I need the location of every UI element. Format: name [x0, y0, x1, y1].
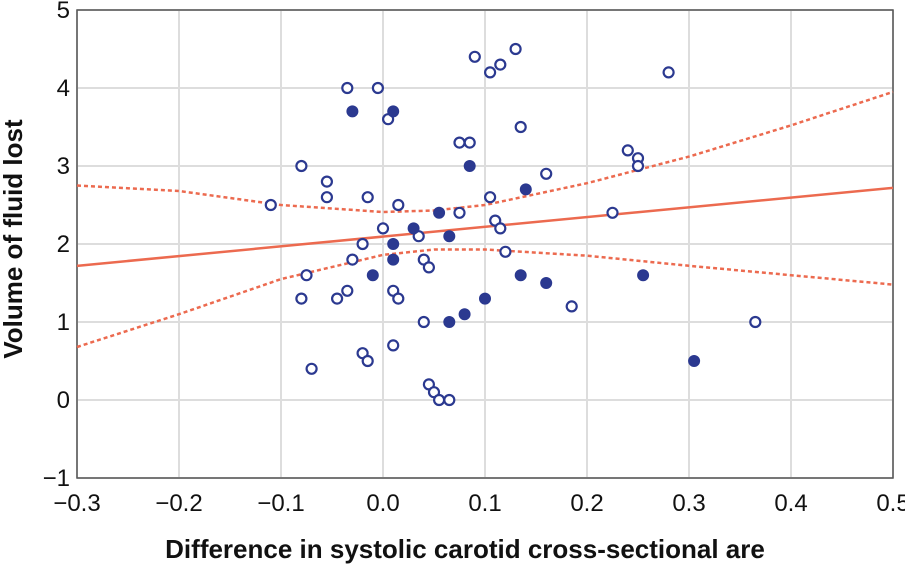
data-points	[264, 42, 762, 407]
data-point-open	[264, 198, 277, 212]
regression-line	[76, 186, 894, 268]
data-point-open	[443, 393, 456, 407]
x-tick-label: −0.2	[155, 490, 202, 517]
data-point-filled	[637, 269, 650, 282]
x-axis-label: Difference in systolic carotid cross-sec…	[165, 534, 765, 564]
confidence-band-upper	[76, 90, 894, 214]
y-tick-label: 3	[57, 153, 70, 180]
data-point-filled	[366, 269, 379, 282]
data-point-open	[509, 42, 522, 56]
y-tick-labels: −1 0 1 2 3 4 5	[43, 0, 70, 492]
data-point-filled	[346, 105, 359, 118]
data-point-open	[320, 191, 333, 204]
y-tick-label: 2	[57, 231, 70, 258]
data-point-open	[341, 81, 354, 95]
data-point-open	[453, 206, 466, 219]
data-point-open	[376, 222, 390, 235]
data-point-open	[540, 167, 553, 180]
data-point-filled	[443, 316, 456, 328]
data-point-open	[433, 393, 446, 407]
confidence-band	[76, 90, 894, 349]
data-point-filled	[443, 230, 456, 243]
data-point-open	[361, 354, 374, 368]
data-point-open	[320, 175, 333, 188]
data-point-open	[361, 191, 374, 204]
x-tick-label: 0.4	[774, 490, 807, 517]
data-point-open	[606, 206, 619, 219]
data-point-open	[749, 315, 762, 329]
x-tick-label: 0.2	[570, 490, 603, 517]
x-tick-label: 0.0	[366, 490, 399, 517]
y-tick-label: 4	[57, 75, 70, 102]
y-tick-label: −1	[43, 465, 70, 492]
data-point-open	[346, 253, 359, 266]
data-point-open	[392, 198, 405, 212]
data-point-filled	[514, 269, 527, 282]
data-point-open	[621, 144, 634, 157]
y-tick-label: 1	[57, 309, 70, 336]
data-point-open	[453, 136, 466, 149]
data-point-open	[356, 237, 369, 251]
data-point-open	[662, 66, 675, 79]
y-tick-label: 0	[57, 387, 70, 414]
data-point-filled	[479, 292, 491, 305]
data-point-filled	[540, 277, 553, 289]
data-point-open	[305, 362, 318, 375]
data-point-open	[300, 269, 313, 282]
data-point-filled	[387, 238, 400, 250]
regression-line-group	[76, 186, 894, 268]
data-point-open	[631, 159, 645, 173]
data-point-filled	[387, 105, 400, 118]
data-point-open	[484, 66, 497, 79]
data-point-filled	[519, 183, 532, 196]
data-point-open	[494, 222, 507, 235]
data-point-open	[341, 284, 354, 297]
data-point-open	[514, 120, 527, 134]
data-point-filled	[458, 308, 471, 321]
data-point-filled	[433, 206, 446, 219]
data-point-filled	[463, 160, 476, 172]
x-tick-label: −0.3	[53, 490, 100, 517]
data-point-open	[499, 245, 512, 258]
data-point-open	[371, 81, 384, 95]
data-point-open	[565, 300, 578, 313]
confidence-band-lower	[76, 248, 894, 349]
data-point-open	[422, 261, 435, 274]
data-point-open	[331, 292, 344, 305]
data-point-open	[295, 159, 308, 173]
data-point-filled	[407, 222, 420, 235]
grid-lines	[76, 9, 894, 479]
plot-area-frame	[76, 9, 894, 479]
y-axis-label: Volume of fluid lost	[0, 119, 28, 359]
x-tick-label: 0.1	[468, 490, 501, 517]
data-point-open	[463, 136, 476, 149]
x-tick-label: 0.3	[672, 490, 705, 517]
data-point-open	[295, 292, 308, 305]
data-point-filled	[688, 355, 701, 367]
x-tick-label: −0.1	[257, 490, 304, 517]
data-point-open	[468, 50, 481, 63]
data-point-open	[417, 315, 430, 329]
data-point-open	[484, 191, 497, 204]
data-point-filled	[387, 253, 400, 266]
y-tick-label: 5	[57, 0, 70, 24]
data-point-open	[387, 339, 400, 352]
data-point-open	[392, 292, 405, 305]
x-tick-label: 0.5	[876, 490, 905, 517]
x-tick-labels: −0.3 −0.2 −0.1 0.0 0.1 0.2 0.3 0.4 0.5	[53, 490, 905, 517]
data-point-open	[494, 58, 507, 71]
